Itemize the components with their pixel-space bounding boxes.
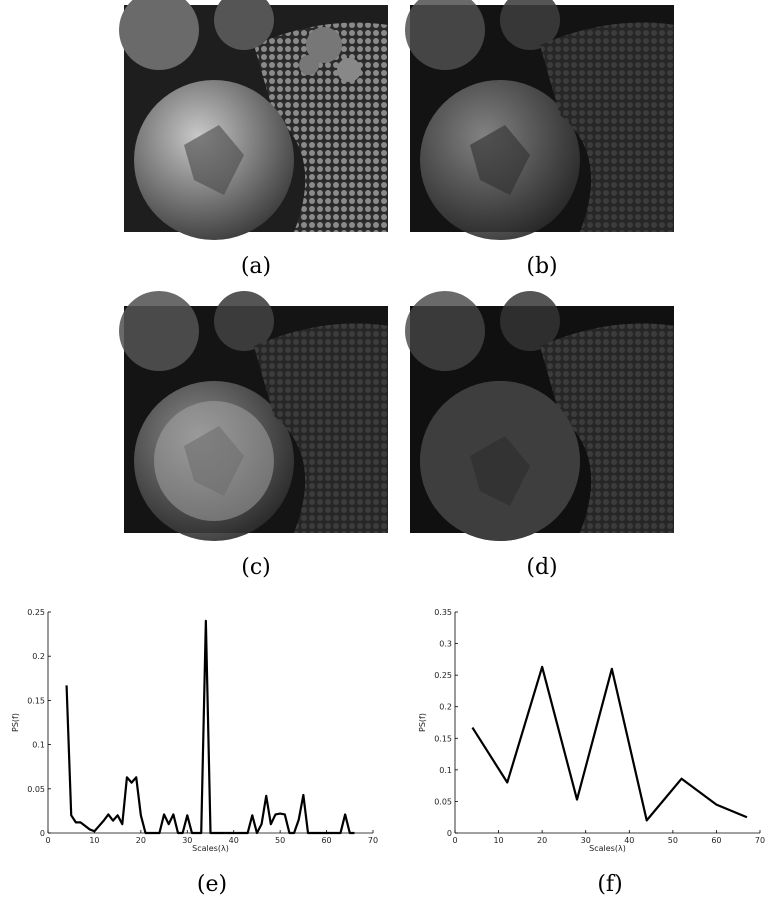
- y-axis-label: PS(f): [418, 713, 427, 732]
- data-line: [65, 619, 355, 835]
- y-tick-label: 0.3: [439, 640, 452, 649]
- data-line: [471, 665, 748, 822]
- caption: (f): [597, 872, 622, 897]
- x-tick-label: 20: [136, 836, 146, 845]
- x-tick-label: 40: [229, 836, 239, 845]
- x-axis-label: Scales(λ): [589, 844, 626, 853]
- x-tick-label: 70: [755, 836, 765, 845]
- image-a: [119, 0, 388, 240]
- x-tick-label: 0: [45, 836, 50, 845]
- y-tick-label: 0: [447, 829, 452, 838]
- y-axis-label: PS(f): [11, 713, 20, 732]
- y-tick-label: 0: [40, 829, 45, 838]
- x-tick-label: 30: [581, 836, 591, 845]
- y-tick-label: 0.05: [27, 785, 45, 794]
- y-tick-label: 0.1: [32, 741, 45, 750]
- x-tick-label: 20: [537, 836, 547, 845]
- x-tick-label: 50: [668, 836, 678, 845]
- y-tick-label: 0.15: [434, 734, 452, 743]
- x-tick-label: 30: [182, 836, 192, 845]
- x-tick-label: 40: [624, 836, 634, 845]
- x-tick-label: 60: [711, 836, 721, 845]
- y-tick-label: 0.25: [434, 671, 452, 680]
- y-tick-label: 0.2: [439, 703, 452, 712]
- image-b: [405, 0, 674, 240]
- caption: (a): [241, 254, 271, 279]
- x-tick-label: 10: [493, 836, 503, 845]
- image-d: [405, 291, 674, 541]
- image-c: [119, 291, 388, 541]
- caption: (e): [197, 872, 227, 897]
- caption: (b): [526, 254, 557, 279]
- x-tick-label: 70: [368, 836, 378, 845]
- y-tick-label: 0.05: [434, 797, 452, 806]
- x-tick-label: 60: [321, 836, 331, 845]
- x-tick-label: 50: [275, 836, 285, 845]
- y-tick-label: 0.25: [27, 608, 45, 617]
- x-tick-label: 10: [89, 836, 99, 845]
- y-tick-label: 0.15: [27, 696, 45, 705]
- y-tick-label: 0.2: [32, 652, 45, 661]
- caption: (d): [526, 555, 557, 580]
- x-tick-label: 0: [452, 836, 457, 845]
- y-tick-label: 0.35: [434, 608, 452, 617]
- caption: (c): [241, 555, 271, 580]
- y-tick-label: 0.1: [439, 766, 452, 775]
- x-axis-label: Scales(λ): [192, 844, 229, 853]
